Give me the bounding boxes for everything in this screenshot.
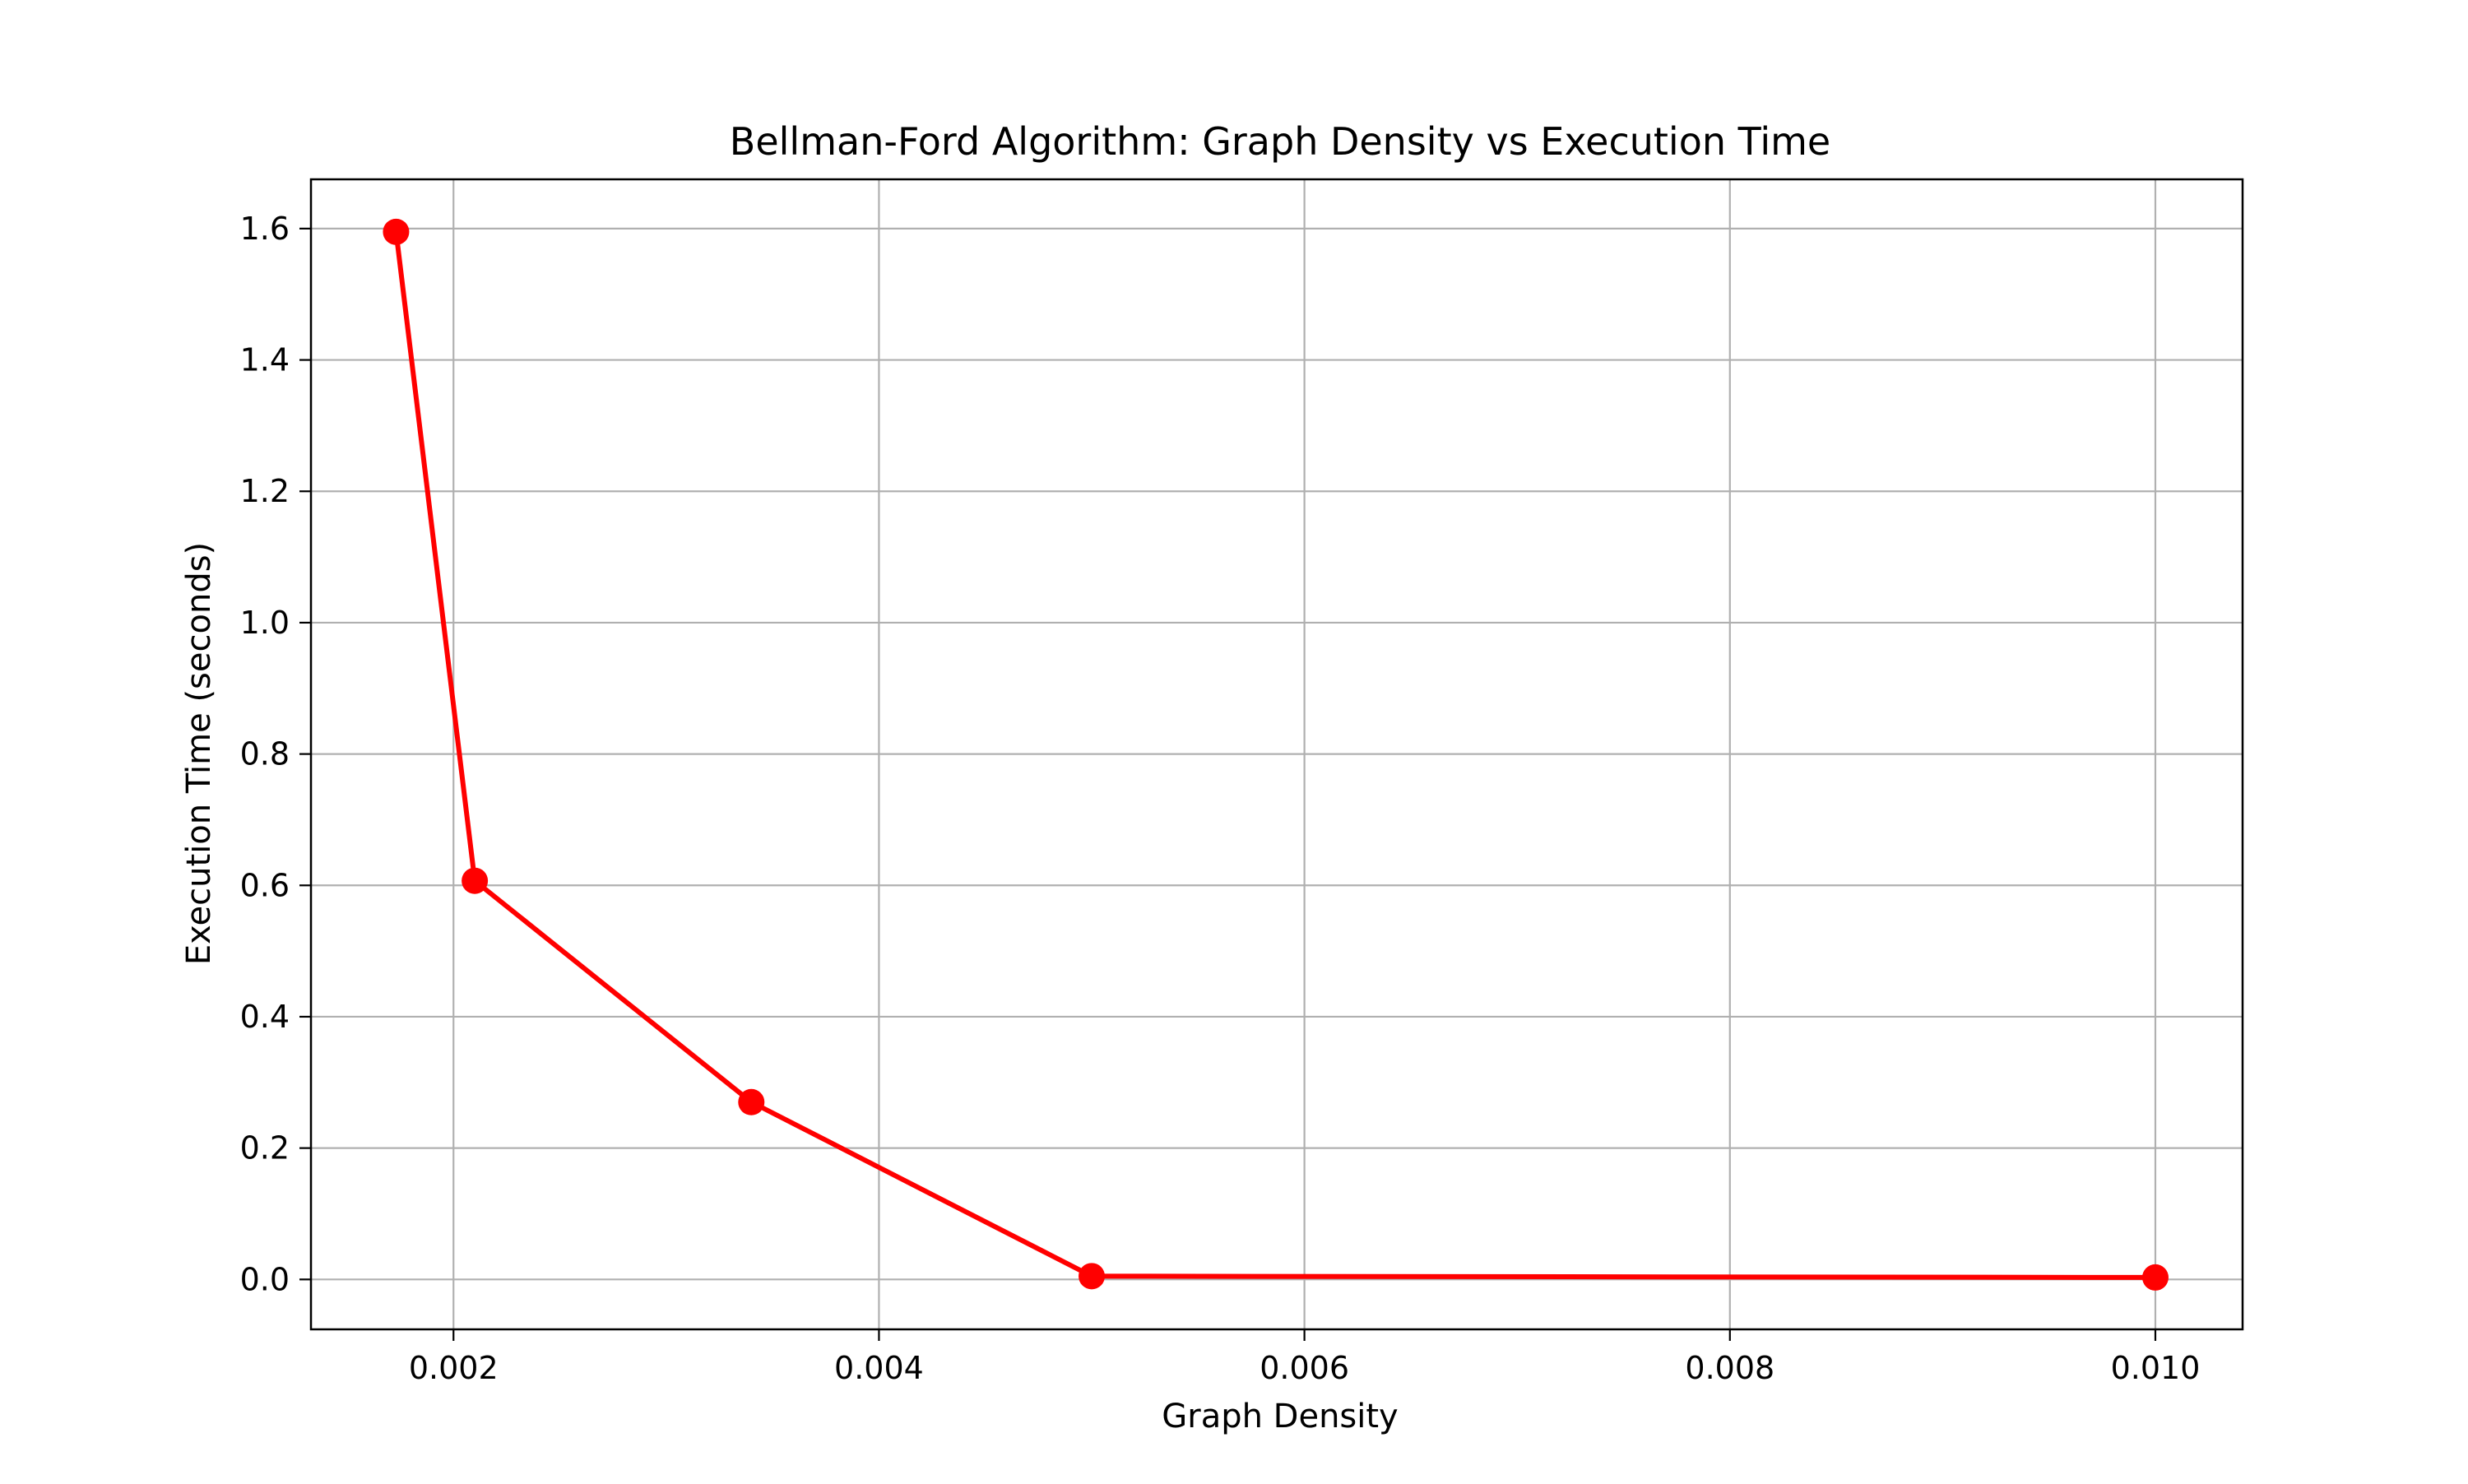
x-tick-label: 0.010 bbox=[2111, 1350, 2201, 1386]
data-point-marker bbox=[2141, 1264, 2169, 1291]
x-tick-label: 0.006 bbox=[1260, 1350, 1349, 1386]
grid-lines bbox=[311, 179, 2243, 1329]
y-tick-label: 0.8 bbox=[240, 736, 290, 772]
data-series bbox=[383, 218, 2169, 1291]
y-tick-label: 0.4 bbox=[240, 999, 290, 1035]
data-point-marker bbox=[738, 1088, 765, 1115]
x-tick-label: 0.008 bbox=[1685, 1350, 1774, 1386]
data-point-marker bbox=[462, 867, 489, 894]
y-tick-label: 1.2 bbox=[240, 473, 290, 509]
data-point-marker bbox=[383, 218, 410, 245]
y-axis-label: Execution Time (seconds) bbox=[180, 542, 218, 965]
chart-title: Bellman-Ford Algorithm: Graph Density vs… bbox=[730, 119, 1830, 164]
x-tick-label: 0.002 bbox=[409, 1350, 499, 1386]
y-tick-label: 1.0 bbox=[240, 605, 290, 641]
y-tick-label: 0.6 bbox=[240, 867, 290, 903]
y-tick-label: 1.6 bbox=[240, 211, 290, 247]
x-axis-ticks: 0.002 0.004 0.006 0.008 0.010 bbox=[409, 1329, 2201, 1386]
x-axis-label: Graph Density bbox=[1162, 1398, 1398, 1435]
y-axis-ticks: 0.0 0.2 0.4 0.6 0.8 1.0 1.2 1.4 1.6 bbox=[240, 211, 311, 1297]
x-tick-label: 0.004 bbox=[834, 1350, 924, 1386]
y-tick-label: 0.2 bbox=[240, 1130, 290, 1166]
data-point-marker bbox=[1079, 1263, 1106, 1290]
y-tick-label: 1.4 bbox=[240, 342, 290, 378]
y-tick-label: 0.0 bbox=[240, 1261, 290, 1297]
